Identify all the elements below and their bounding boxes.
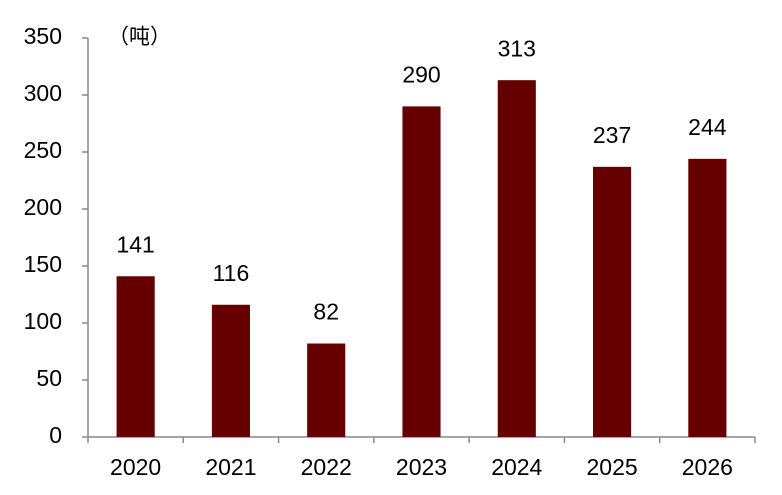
data-label: 313 xyxy=(498,35,536,61)
data-label: 237 xyxy=(593,122,631,148)
x-tick-label: 2022 xyxy=(301,454,352,480)
y-tick-label: 300 xyxy=(24,80,62,106)
bar xyxy=(307,343,346,437)
x-tick-label: 2025 xyxy=(586,454,637,480)
data-label: 244 xyxy=(688,114,727,140)
x-tick-label: 2024 xyxy=(491,454,542,480)
x-tick-label: 2021 xyxy=(205,454,256,480)
y-tick-label: 150 xyxy=(24,251,62,277)
bar xyxy=(688,158,727,437)
bar xyxy=(402,106,441,438)
bar xyxy=(593,166,632,437)
y-tick-label: 200 xyxy=(24,194,62,220)
y-tick-label: 100 xyxy=(24,308,62,334)
data-label: 82 xyxy=(313,299,339,325)
x-tick-label: 2020 xyxy=(110,454,161,480)
bar xyxy=(497,80,536,438)
y-tick-label: 250 xyxy=(24,137,62,163)
y-tick-label: 50 xyxy=(36,365,62,391)
bar xyxy=(211,304,250,437)
data-label: 141 xyxy=(116,231,154,257)
unit-label: （吨） xyxy=(108,26,171,49)
data-label: 116 xyxy=(213,260,250,286)
data-label: 290 xyxy=(402,61,440,87)
bar xyxy=(116,276,155,437)
y-tick-label: 0 xyxy=(49,422,62,448)
x-tick-label: 2023 xyxy=(396,454,447,480)
x-tick-label: 2026 xyxy=(682,454,733,480)
y-tick-label: 350 xyxy=(24,23,62,49)
